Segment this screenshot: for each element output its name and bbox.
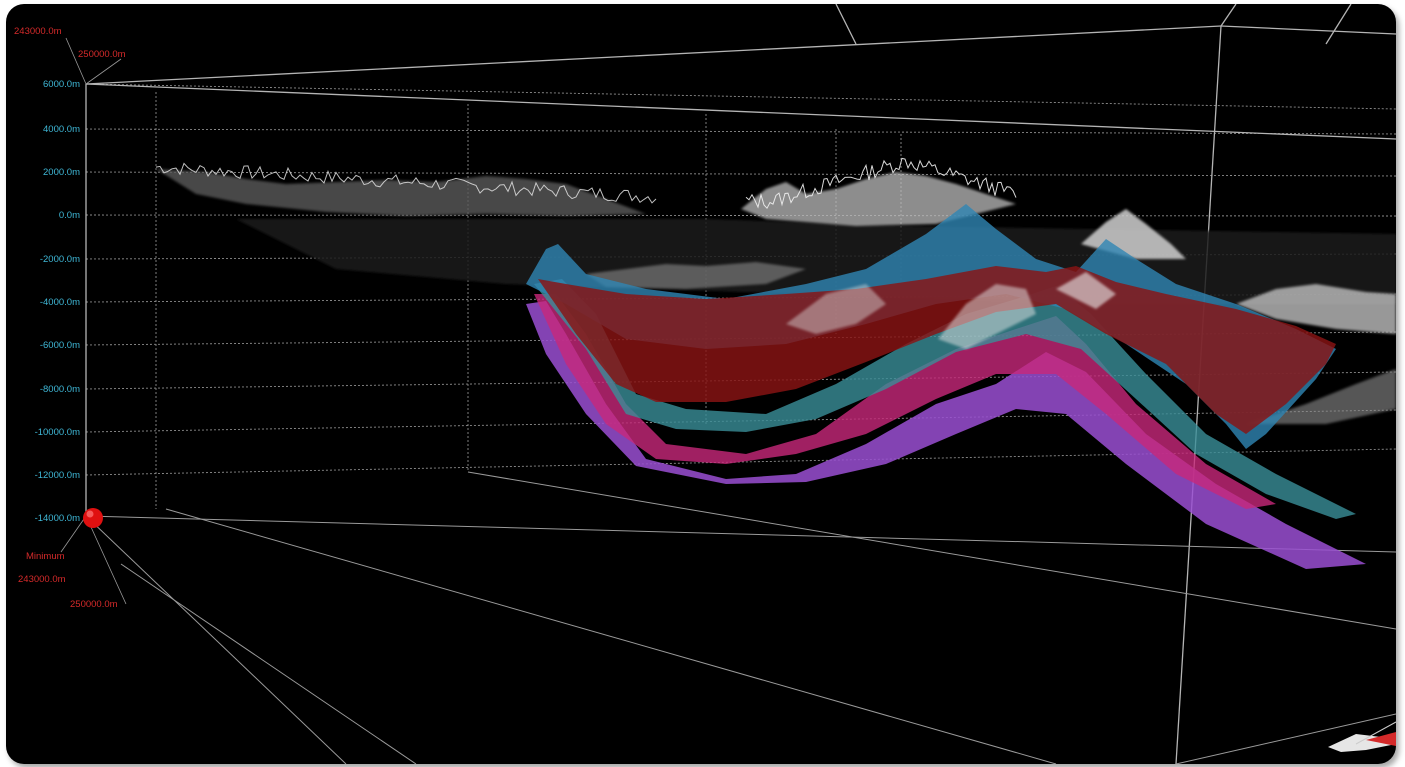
depth-label: -12000.0m <box>35 470 81 481</box>
origin-x-label: 243000.0m <box>18 574 66 585</box>
depth-label: -14000.0m <box>35 513 81 524</box>
depth-label: 2000.0m <box>43 167 80 178</box>
depth-label: -6000.0m <box>40 340 80 351</box>
depth-label: 0.0m <box>59 210 80 221</box>
origin-marker-icon[interactable] <box>83 508 103 528</box>
horizon-blue <box>526 204 1336 449</box>
top-y-label: 250000.0m <box>78 49 126 60</box>
origin-y-label: 250000.0m <box>70 599 118 610</box>
scene-canvas[interactable]: 6000.0m 4000.0m 2000.0m 0.0m -2000.0m -4… <box>6 4 1396 764</box>
ground-plane-lines <box>85 471 1396 764</box>
depth-label: -4000.0m <box>40 297 80 308</box>
origin-group: Minimum 243000.0m 250000.0m <box>18 508 127 610</box>
horizon-red <box>538 266 1336 434</box>
horizon-magenta <box>534 294 1276 509</box>
depth-label: -2000.0m <box>40 254 80 265</box>
orientation-compass-icon[interactable] <box>1328 721 1396 752</box>
3d-viewport[interactable]: 6000.0m 4000.0m 2000.0m 0.0m -2000.0m -4… <box>6 4 1396 764</box>
horizon-surfaces <box>526 204 1366 569</box>
origin-minimum-label: Minimum <box>26 551 65 562</box>
horizon-purple <box>526 301 1366 569</box>
depth-label: -10000.0m <box>35 427 81 438</box>
depth-label: 4000.0m <box>43 124 80 135</box>
top-corner-labels: 243000.0m 250000.0m <box>14 26 126 85</box>
depth-label: 6000.0m <box>43 79 80 90</box>
depth-axis-labels: 6000.0m 4000.0m 2000.0m 0.0m -2000.0m -4… <box>35 79 81 524</box>
depth-label: -8000.0m <box>40 384 80 395</box>
top-x-label: 243000.0m <box>14 26 62 37</box>
